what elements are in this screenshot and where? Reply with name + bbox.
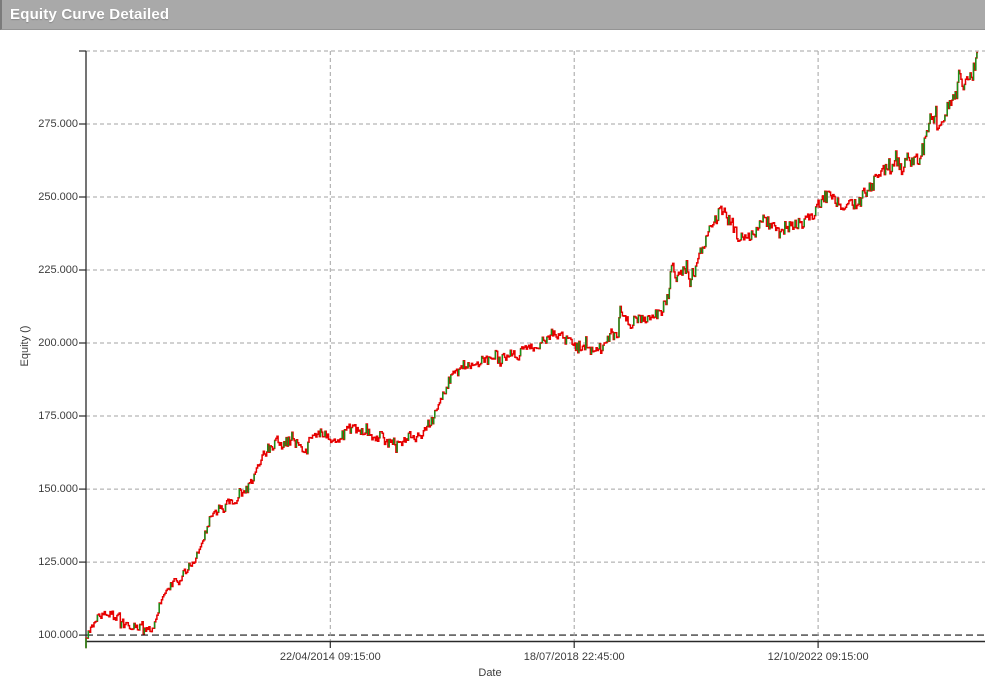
- x-axis-tick-label: 18/07/2018 22:45:00: [523, 650, 625, 663]
- x-axis-title: Date: [478, 667, 502, 679]
- equity-curve-series: [85, 51, 979, 649]
- y-axis-tick-label: 225.000: [38, 263, 78, 276]
- y-axis-tick-label: 150.000: [38, 482, 78, 495]
- x-axis-tick-label: 22/04/2014 09:15:00: [279, 650, 381, 663]
- window-title-bar: Equity Curve Detailed: [0, 0, 985, 30]
- page-title: Equity Curve Detailed: [10, 6, 170, 23]
- y-axis-tick-label: 175.000: [38, 409, 78, 422]
- x-axis-tick-label: 12/10/2022 09:15:00: [767, 650, 869, 663]
- equity-curve-chart: 100.000 125.000 150.000 175.000 200.000 225.0…: [0, 30, 985, 687]
- y-axis-tick-label: 125.000: [38, 555, 78, 568]
- gridlines: [86, 50, 985, 642]
- y-axis-tick-label: 250.000: [38, 190, 78, 203]
- axis-ticks: [79, 50, 819, 648]
- axes: [85, 51, 985, 648]
- y-axis-tick-label: 275.000: [38, 117, 78, 130]
- chart-plot-area[interactable]: [0, 30, 985, 687]
- y-axis-tick-label: 100.000: [38, 628, 78, 641]
- y-axis-tick-label: 200.000: [38, 336, 78, 349]
- y-axis-title: Equity (): [19, 325, 31, 367]
